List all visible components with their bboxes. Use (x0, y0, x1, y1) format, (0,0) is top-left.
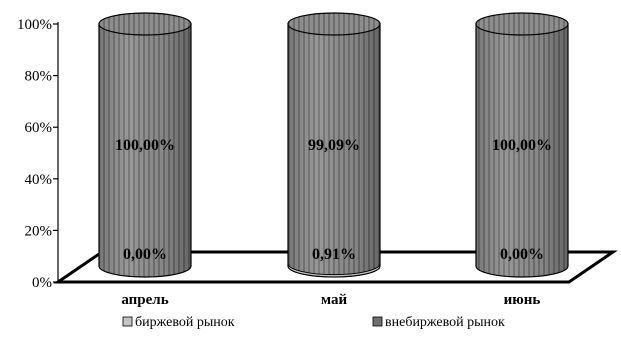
bar-top-0 (98, 12, 192, 36)
legend: биржевой рынок внебиржевой рынок (122, 315, 505, 330)
y-tick-label: 80% (25, 69, 53, 85)
cylinder-0 (98, 12, 192, 278)
legend-label-series-0: биржевой рынок (135, 315, 235, 330)
bar-top-1 (287, 12, 381, 36)
category-label: май (321, 292, 348, 308)
y-tick-label: 20% (25, 223, 53, 239)
y-tick-label: 100% (17, 17, 52, 33)
bar-shade-0 (98, 23, 192, 278)
y-tick-label: 40% (25, 172, 53, 188)
y-tick-label: 0% (32, 275, 52, 291)
legend-swatch-series-1 (372, 316, 383, 327)
bars (98, 12, 569, 278)
data-label-series-0: 0,00% (123, 246, 167, 263)
data-label-series-1: 99,09% (308, 137, 360, 154)
chart-floor (53, 250, 618, 284)
category-label: июнь (504, 292, 541, 308)
y-ticks: 0% 20% 40% 60% 80% 100% (17, 17, 58, 291)
data-label-series-0: 0,91% (312, 246, 356, 263)
data-label-series-1: 100,00% (492, 137, 552, 154)
legend-label-series-1: внебиржевой рынок (385, 315, 505, 330)
legend-swatch-series-0 (122, 316, 133, 327)
bar-top-2 (475, 12, 569, 36)
cylinder-1 (287, 12, 381, 278)
y-tick-label: 60% (25, 120, 53, 136)
data-label-series-0: 0,00% (500, 246, 544, 263)
category-label: апрель (121, 292, 168, 308)
cylinder-2 (475, 12, 569, 278)
bar-series-0-1 (287, 263, 381, 278)
category-labels: апрель май июнь (121, 292, 540, 308)
data-labels: 100,00% 0,00% 99,09% 0,91% 100,00% 0,00% (115, 137, 552, 263)
data-label-series-1: 100,00% (115, 137, 175, 154)
bar-shade-2 (475, 23, 569, 278)
